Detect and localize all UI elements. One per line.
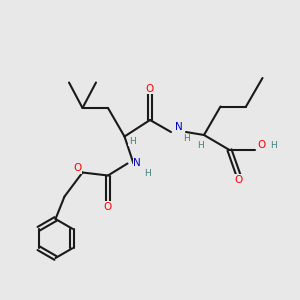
Text: O: O — [73, 163, 81, 173]
Text: O: O — [257, 140, 266, 151]
Text: O: O — [104, 202, 112, 212]
Text: H: H — [270, 141, 277, 150]
Text: O: O — [146, 83, 154, 94]
Text: N: N — [133, 158, 141, 169]
Text: H: H — [198, 141, 204, 150]
Text: O: O — [234, 175, 243, 185]
Text: N: N — [175, 122, 182, 132]
Text: H: H — [184, 134, 190, 143]
Text: H: H — [129, 136, 135, 146]
Text: H: H — [145, 169, 151, 178]
